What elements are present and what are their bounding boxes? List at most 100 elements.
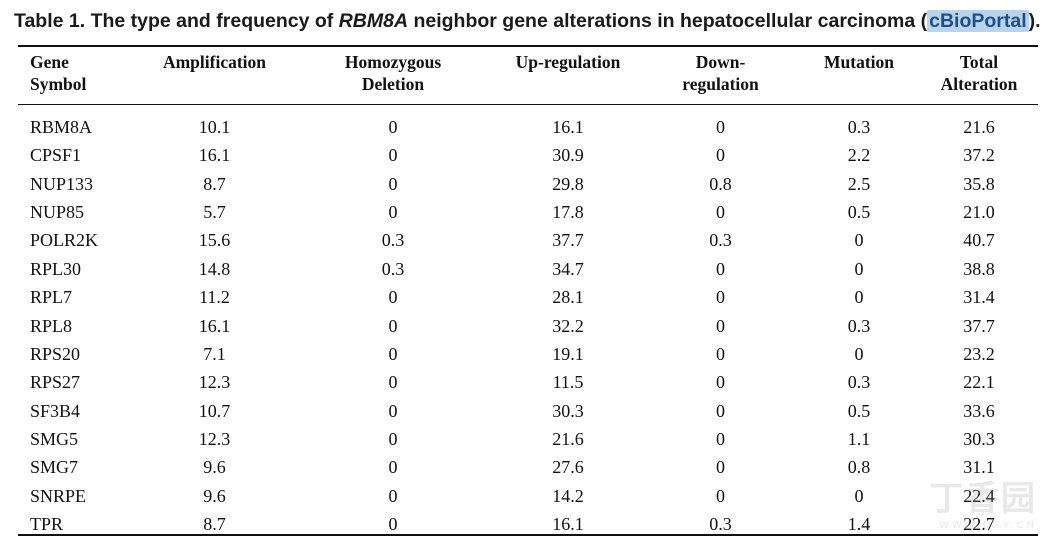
header-line: Homozygous: [344, 52, 442, 72]
value-cell-homozygous-deletion: 0: [388, 372, 398, 393]
table-row: RPL7 11.2 0 28.1 0 0 31.4: [18, 283, 1038, 311]
value-cell-amplification: 8.7: [203, 514, 226, 535]
value-cell-up-regulation: 32.2: [552, 315, 584, 336]
table-row: SMG5 12.3 0 21.6 0 1.1 30.3: [18, 425, 1038, 453]
table-header-rule: [18, 104, 1038, 105]
value-cell-down-regulation: 0: [716, 201, 725, 222]
value-cell-down-regulation: 0.3: [709, 514, 732, 535]
value-cell-total-alteration: 22.7: [963, 514, 995, 535]
value-cell-up-regulation: 30.9: [552, 145, 584, 166]
value-cell-amplification: 10.1: [198, 117, 231, 137]
value-cell-down-regulation: 0: [716, 145, 725, 166]
value-cell-amplification: 12.3: [198, 372, 231, 393]
value-cell-mutation: 0.3: [847, 315, 871, 336]
value-cell-total-alteration: 33.6: [963, 400, 995, 421]
table-row: NUP133 8.7 0 29.8 0.8 2.5 35.8: [18, 169, 1038, 197]
value-cell-homozygous-deletion: 0.3: [381, 230, 405, 251]
gene-symbol-cell: SMG5: [30, 429, 79, 450]
value-cell-down-regulation: 0: [716, 343, 725, 364]
table-row: SMG7 9.6 0 27.6 0 0.8 31.1: [18, 453, 1038, 481]
value-cell-total-alteration: 37.7: [963, 315, 995, 336]
value-cell-homozygous-deletion: 0: [388, 400, 398, 421]
table-body: RBM8A 10.1 0 16.1 0 0.3 21.6 CPSF1 16.1 0 30.9 0 2.2…: [18, 108, 1038, 538]
gene-symbol-cell: NUP133: [30, 173, 94, 194]
header-line: Amplification: [162, 52, 267, 72]
value-cell-up-regulation: 17.8: [552, 201, 584, 222]
value-cell-up-regulation: 19.1: [552, 343, 584, 364]
value-cell-homozygous-deletion: 0: [388, 485, 398, 506]
value-cell-amplification: 9.6: [203, 485, 226, 506]
header-total-alteration: Total Alteration: [920, 47, 1038, 108]
gene-symbol-cell: RPL30: [30, 258, 82, 279]
header-line: Down-: [695, 52, 746, 72]
value-cell-mutation: 2.2: [847, 145, 871, 166]
value-cell-amplification: 9.6: [203, 457, 226, 478]
value-cell-total-alteration: 31.1: [963, 457, 995, 478]
value-cell-up-regulation: 28.1: [552, 287, 584, 308]
value-cell-total-alteration: 22.4: [963, 485, 995, 506]
table-bottom-rule: [18, 534, 1038, 536]
gene-symbol-cell: SF3B4: [30, 400, 81, 421]
value-cell-amplification: 5.7: [203, 201, 226, 222]
value-cell-homozygous-deletion: 0: [388, 315, 398, 336]
value-cell-up-regulation: 21.6: [552, 429, 584, 450]
value-cell-up-regulation: 34.7: [552, 258, 584, 279]
caption-middle: neighbor gene alterations in hepatocellu…: [408, 10, 928, 32]
table-row: CPSF1 16.1 0 30.9 0 2.2 37.2: [18, 141, 1038, 169]
table-row: RPS27 12.3 0 11.5 0 0.3 22.1: [18, 368, 1038, 396]
gene-symbol-cell: RPL8: [30, 315, 73, 336]
gene-symbol-cell: RPL7: [30, 287, 73, 308]
value-cell-down-regulation: 0: [716, 400, 725, 421]
table-top-rule: [18, 45, 1038, 47]
alteration-table: Gene Symbol Amplification Homozygous Deletio…: [18, 47, 1038, 538]
header-amplification: Amplification: [136, 47, 293, 108]
value-cell-total-alteration: 40.7: [963, 230, 995, 251]
header-line: Deletion: [361, 74, 425, 94]
header-line: Up-regulation: [515, 52, 621, 72]
value-cell-total-alteration: 21.0: [963, 201, 995, 222]
value-cell-amplification: 7.1: [203, 343, 226, 364]
gene-symbol-cell: TPR: [30, 514, 64, 535]
gene-symbol-cell: RBM8A: [30, 117, 93, 137]
header-line: Gene: [30, 52, 69, 72]
value-cell-homozygous-deletion: 0: [388, 173, 398, 194]
table-row: SF3B4 10.7 0 30.3 0 0.5 33.6: [18, 397, 1038, 425]
header-homozygous-deletion: Homozygous Deletion: [293, 47, 493, 108]
table-caption: Table 1. The type and frequency of RBM8A…: [14, 8, 1041, 34]
gene-symbol-cell: NUP85: [30, 201, 85, 222]
value-cell-mutation: 0: [854, 230, 864, 251]
value-cell-homozygous-deletion: 0: [388, 287, 398, 308]
value-cell-homozygous-deletion: 0: [388, 201, 398, 222]
value-cell-amplification: 8.7: [203, 173, 226, 194]
value-cell-total-alteration: 38.8: [963, 258, 995, 279]
value-cell-down-regulation: 0.8: [709, 173, 732, 194]
value-cell-down-regulation: 0: [716, 117, 725, 137]
value-cell-down-regulation: 0: [716, 372, 725, 393]
caption-source-link[interactable]: cBioPortal: [927, 10, 1029, 32]
value-cell-up-regulation: 30.3: [552, 400, 584, 421]
value-cell-up-regulation: 16.1: [552, 514, 584, 535]
table-row: RPL8 16.1 0 32.2 0 0.3 37.7: [18, 311, 1038, 339]
value-cell-mutation: 0.8: [847, 457, 871, 478]
value-cell-homozygous-deletion: 0: [388, 343, 398, 364]
value-cell-amplification: 10.7: [198, 400, 231, 421]
value-cell-homozygous-deletion: 0: [388, 117, 398, 137]
caption-gene-name: RBM8A: [338, 10, 409, 32]
table-row: RPL30 14.8 0.3 34.7 0 0 38.8: [18, 255, 1038, 283]
table-header-row: Gene Symbol Amplification Homozygous Deletio…: [18, 47, 1038, 108]
value-cell-mutation: 0: [854, 343, 864, 364]
value-cell-amplification: 16.1: [198, 145, 231, 166]
table-row: TPR 8.7 0 16.1 0.3 1.4 22.7: [18, 510, 1038, 538]
value-cell-amplification: 12.3: [198, 429, 231, 450]
value-cell-up-regulation: 37.7: [552, 230, 584, 251]
value-cell-down-regulation: 0: [716, 485, 725, 506]
gene-symbol-cell: RPS27: [30, 372, 81, 393]
gene-symbol-cell: POLR2K: [30, 230, 99, 251]
value-cell-down-regulation: 0.3: [709, 230, 732, 251]
value-cell-amplification: 15.6: [198, 230, 231, 251]
header-gene-symbol: Gene Symbol: [18, 47, 136, 108]
value-cell-mutation: 0: [854, 258, 864, 279]
value-cell-up-regulation: 11.5: [552, 372, 584, 393]
value-cell-down-regulation: 0: [716, 429, 725, 450]
